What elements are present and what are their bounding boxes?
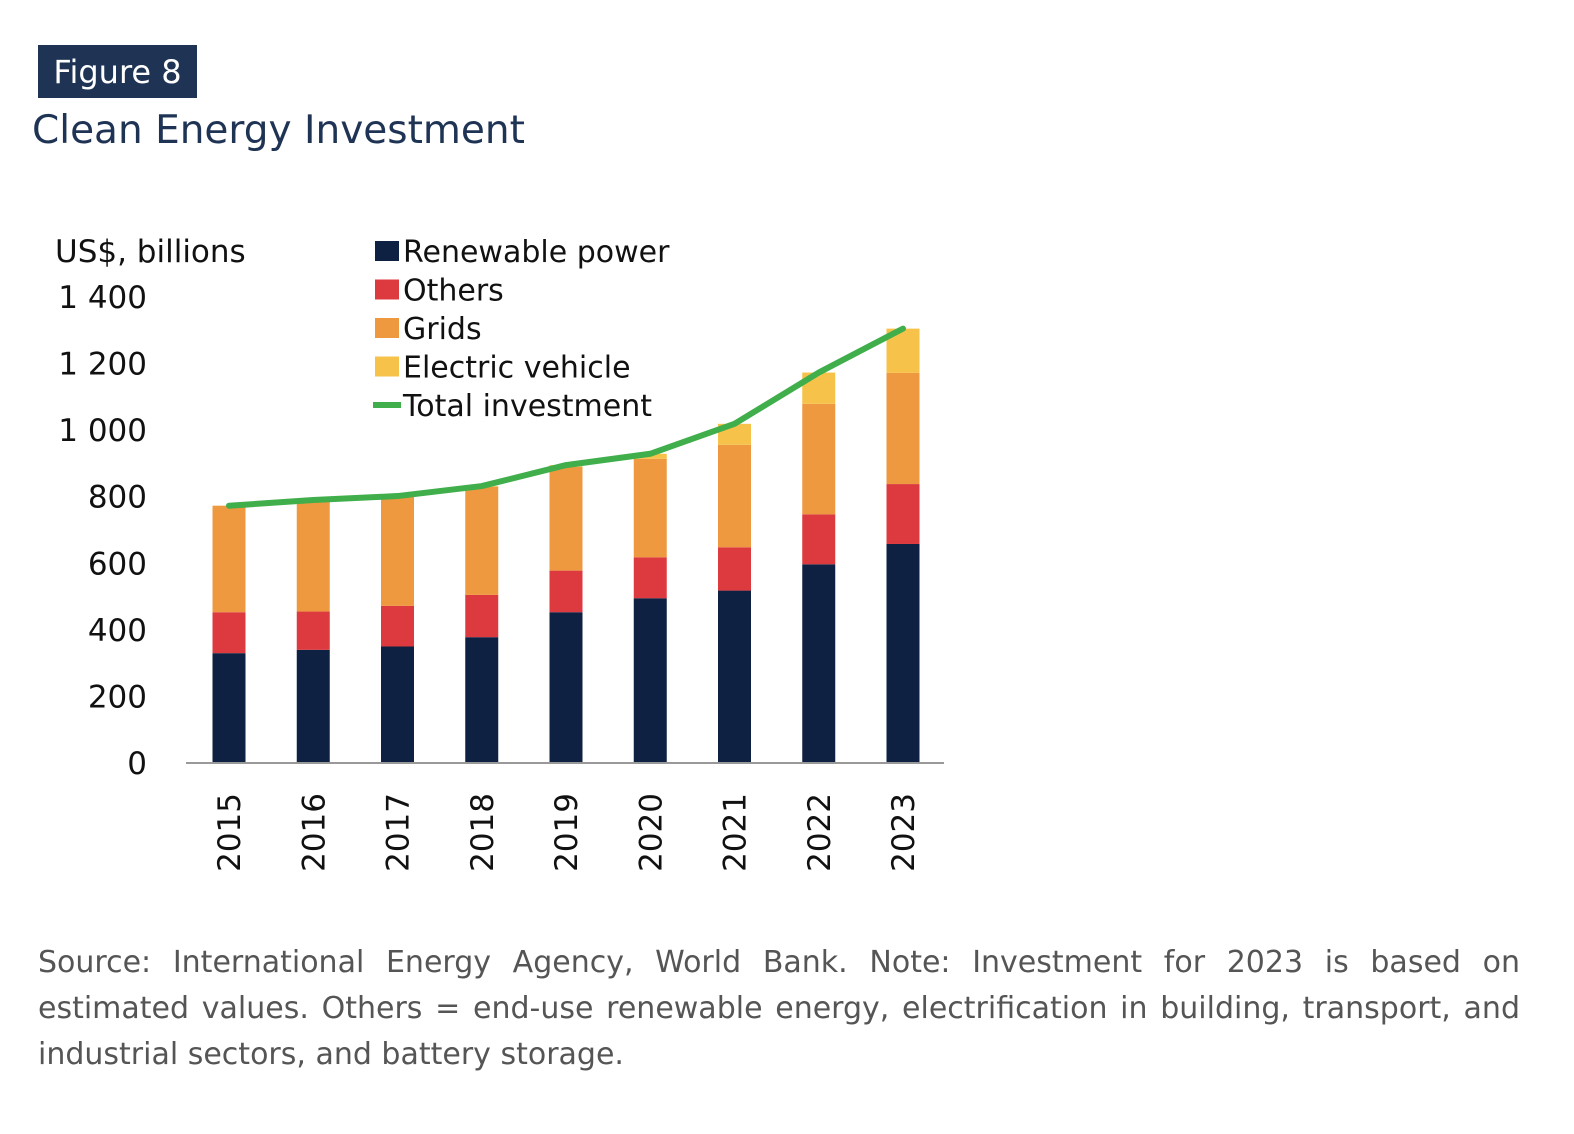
- bar-segment-renewable-power-2015: [212, 653, 246, 763]
- x-tick-label: 2018: [465, 793, 501, 872]
- bar-segment-others-2021: [718, 547, 751, 591]
- x-tick-label: 2017: [381, 793, 417, 872]
- bar-segment-grids-2018: [465, 486, 499, 595]
- bar-segment-renewable-power-2017: [381, 646, 414, 763]
- y-tick-label: 600: [88, 546, 147, 582]
- x-axis-ticks: 2015 2016 2017 2018 2019 2020 2021 2022 2023: [212, 793, 922, 872]
- bar-segment-others-2017: [381, 605, 414, 647]
- bar-segment-renewable-power-2018: [465, 637, 499, 763]
- y-tick-label: 1 400: [58, 280, 147, 316]
- legend-swatch-renewable-power: [375, 241, 399, 261]
- y-tick-label: 1 000: [58, 413, 147, 449]
- y-tick-label: 1 200: [58, 347, 147, 383]
- bar-segment-grids-2023: [886, 372, 920, 485]
- bar-segment-grids-2015: [212, 505, 246, 613]
- x-tick-label: 2015: [212, 793, 248, 872]
- bar-segment-others-2019: [549, 570, 583, 613]
- bar-segment-grids-2021: [718, 444, 751, 548]
- y-axis-ticks: 0 200 400 600 800 1 000 1 200 1 400: [58, 280, 147, 782]
- bar-segment-renewable-power-2020: [633, 598, 667, 763]
- bars: [212, 328, 920, 763]
- bar-segment-renewable-power-2019: [549, 612, 583, 763]
- legend-swatch-grids: [375, 318, 399, 338]
- bar-segment-renewable-power-2022: [802, 564, 836, 763]
- bar-segment-grids-2017: [381, 496, 414, 606]
- x-tick-label: 2019: [549, 793, 585, 872]
- legend-label-renewable-power: Renewable power: [403, 235, 670, 270]
- total-investment-line: [226, 325, 906, 509]
- bar-segment-others-2016: [296, 611, 330, 650]
- x-tick-label: 2016: [296, 793, 332, 872]
- bar-segment-others-2022: [802, 514, 836, 565]
- x-tick-label: 2023: [886, 793, 922, 872]
- y-axis-title: US$, billions: [55, 234, 246, 270]
- x-tick-label: 2022: [802, 793, 838, 872]
- bar-segment-renewable-power-2023: [886, 543, 920, 763]
- x-tick-label: 2021: [718, 793, 754, 872]
- bar-segment-others-2018: [465, 594, 499, 638]
- legend-label-electric-vehicle: Electric vehicle: [403, 351, 631, 386]
- stacked-bar-chart: US$, billions 0 200 400 600 800 1 000 1 200 1 4…: [55, 234, 944, 872]
- x-tick-label: 2020: [633, 793, 669, 872]
- bar-segment-renewable-power-2016: [296, 649, 330, 763]
- figure-title: Clean Energy Investment: [32, 108, 525, 153]
- legend-label-others: Others: [403, 274, 504, 309]
- figure-label: Figure 8: [38, 45, 197, 98]
- y-tick-label: 800: [88, 480, 147, 516]
- bar-segment-others-2020: [633, 557, 667, 599]
- legend-label-total-investment: Total investment: [402, 389, 652, 424]
- figure-caption: Source: International Energy Agency, Wor…: [38, 945, 1520, 1072]
- bar-segment-others-2023: [886, 484, 920, 544]
- legend-swatch-others: [375, 279, 399, 300]
- bar-segment-grids-2016: [296, 500, 330, 612]
- bar-segment-others-2015: [212, 612, 246, 654]
- y-tick-label: 400: [88, 613, 147, 649]
- bar-segment-grids-2020: [633, 458, 667, 558]
- bar-segment-grids-2022: [802, 403, 836, 515]
- bar-segment-renewable-power-2021: [718, 590, 751, 763]
- legend-label-grids: Grids: [403, 312, 482, 347]
- legend-swatch-electric-vehicle: [375, 356, 399, 377]
- y-tick-label: 0: [127, 746, 147, 782]
- bar-segment-grids-2019: [549, 466, 583, 571]
- y-tick-label: 200: [88, 679, 147, 715]
